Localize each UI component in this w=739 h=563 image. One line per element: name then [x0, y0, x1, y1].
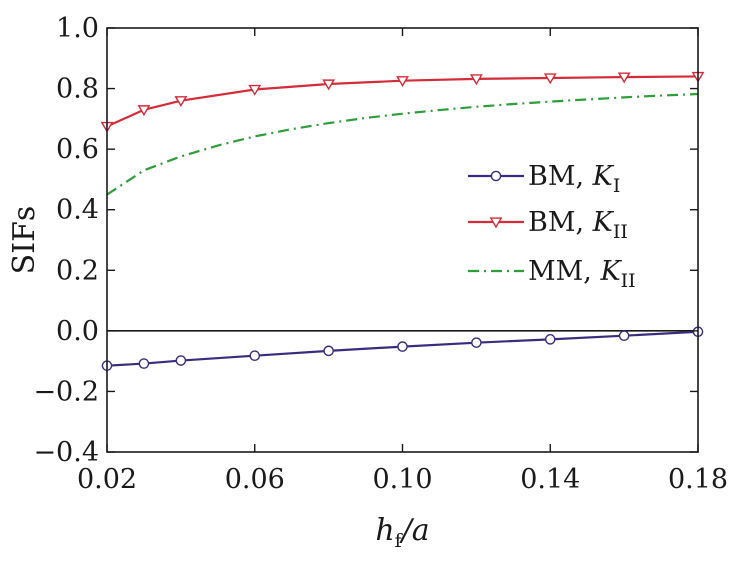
legend-label-bm-k1: BM, KI [528, 161, 620, 197]
y-tick-label: 1.0 [56, 13, 99, 44]
legend-marker-bm-k2 [489, 217, 503, 229]
x-tick-label: 0.10 [372, 464, 432, 495]
y-tick-label: 0.0 [56, 316, 99, 347]
x-axis-title-subscript: f [395, 530, 404, 552]
y-tick-label: 0.2 [56, 255, 99, 286]
x-tick-label: 0.14 [520, 464, 580, 495]
legend-label-symbol: K [599, 256, 622, 287]
series-mm-k2 [106, 92, 699, 196]
data-point-bm-k1 [175, 355, 187, 366]
y-axis-title: SIFs [7, 206, 42, 275]
data-point-bm-k1 [618, 330, 630, 342]
series-bm-k2 [100, 71, 705, 133]
x-axis-title-base: h [375, 513, 394, 548]
data-point-bm-k1 [471, 337, 482, 348]
legend-label-symbol: K [592, 207, 615, 238]
legend-label-mm-k2: MM, KII [528, 256, 636, 292]
data-point-bm-k1 [138, 358, 150, 369]
legend-label-bm-k2: BM, KII [528, 207, 628, 243]
legend-item-bm-k1: BM, KI [468, 161, 620, 197]
data-point-bm-k2 [174, 96, 188, 108]
legend-marker-bm-k1 [490, 170, 502, 182]
data-point-bm-k1 [249, 350, 261, 361]
y-tick-label: −0.4 [33, 437, 99, 468]
data-point-bm-k2 [543, 73, 557, 85]
data-point-bm-k1 [323, 345, 334, 357]
data-point-bm-k2 [322, 79, 336, 91]
data-point-bm-k2 [137, 105, 151, 117]
y-tick-label: 0.4 [56, 195, 99, 226]
legend-label-subscript: I [613, 175, 621, 197]
legend-label-subscript: II [613, 221, 628, 243]
series-line-bm-k2 [106, 75, 699, 128]
series-line-bm-k1 [106, 330, 699, 367]
data-point-bm-k2 [469, 74, 483, 86]
legend-item-bm-k2: BM, KII [468, 207, 628, 243]
legend-label-prefix: BM, [528, 207, 593, 238]
legend-label-prefix: MM, [528, 256, 600, 287]
axes-layer: 0.02 0.06 0.10 0.14 0.18 −0.4 −0.2 0.0 0.2 0.4 0.6… [7, 13, 728, 552]
y-tick-label: −0.2 [33, 376, 99, 407]
legend-label-symbol: K [592, 161, 615, 192]
legend-label-prefix: BM, [528, 161, 593, 192]
legend-item-mm-k2: MM, KII [468, 256, 636, 292]
y-tick-label: 0.6 [56, 134, 99, 165]
data-point-bm-k2 [617, 72, 631, 84]
series-line-mm-k2 [106, 92, 699, 196]
data-point-bm-k1 [397, 341, 408, 352]
x-tick-label: 0.02 [77, 464, 137, 495]
x-tick-label: 0.06 [225, 464, 285, 495]
legend-label-subscript: II [621, 270, 636, 292]
x-axis-title: hf/a [375, 513, 429, 552]
data-point-bm-k1 [544, 334, 556, 345]
x-axis-title-rest: /a [399, 513, 430, 548]
data-point-bm-k2 [248, 84, 262, 96]
data-point-bm-k2 [396, 76, 409, 88]
y-tick-label: 0.8 [56, 74, 99, 105]
x-tick-label: 0.18 [668, 464, 728, 495]
